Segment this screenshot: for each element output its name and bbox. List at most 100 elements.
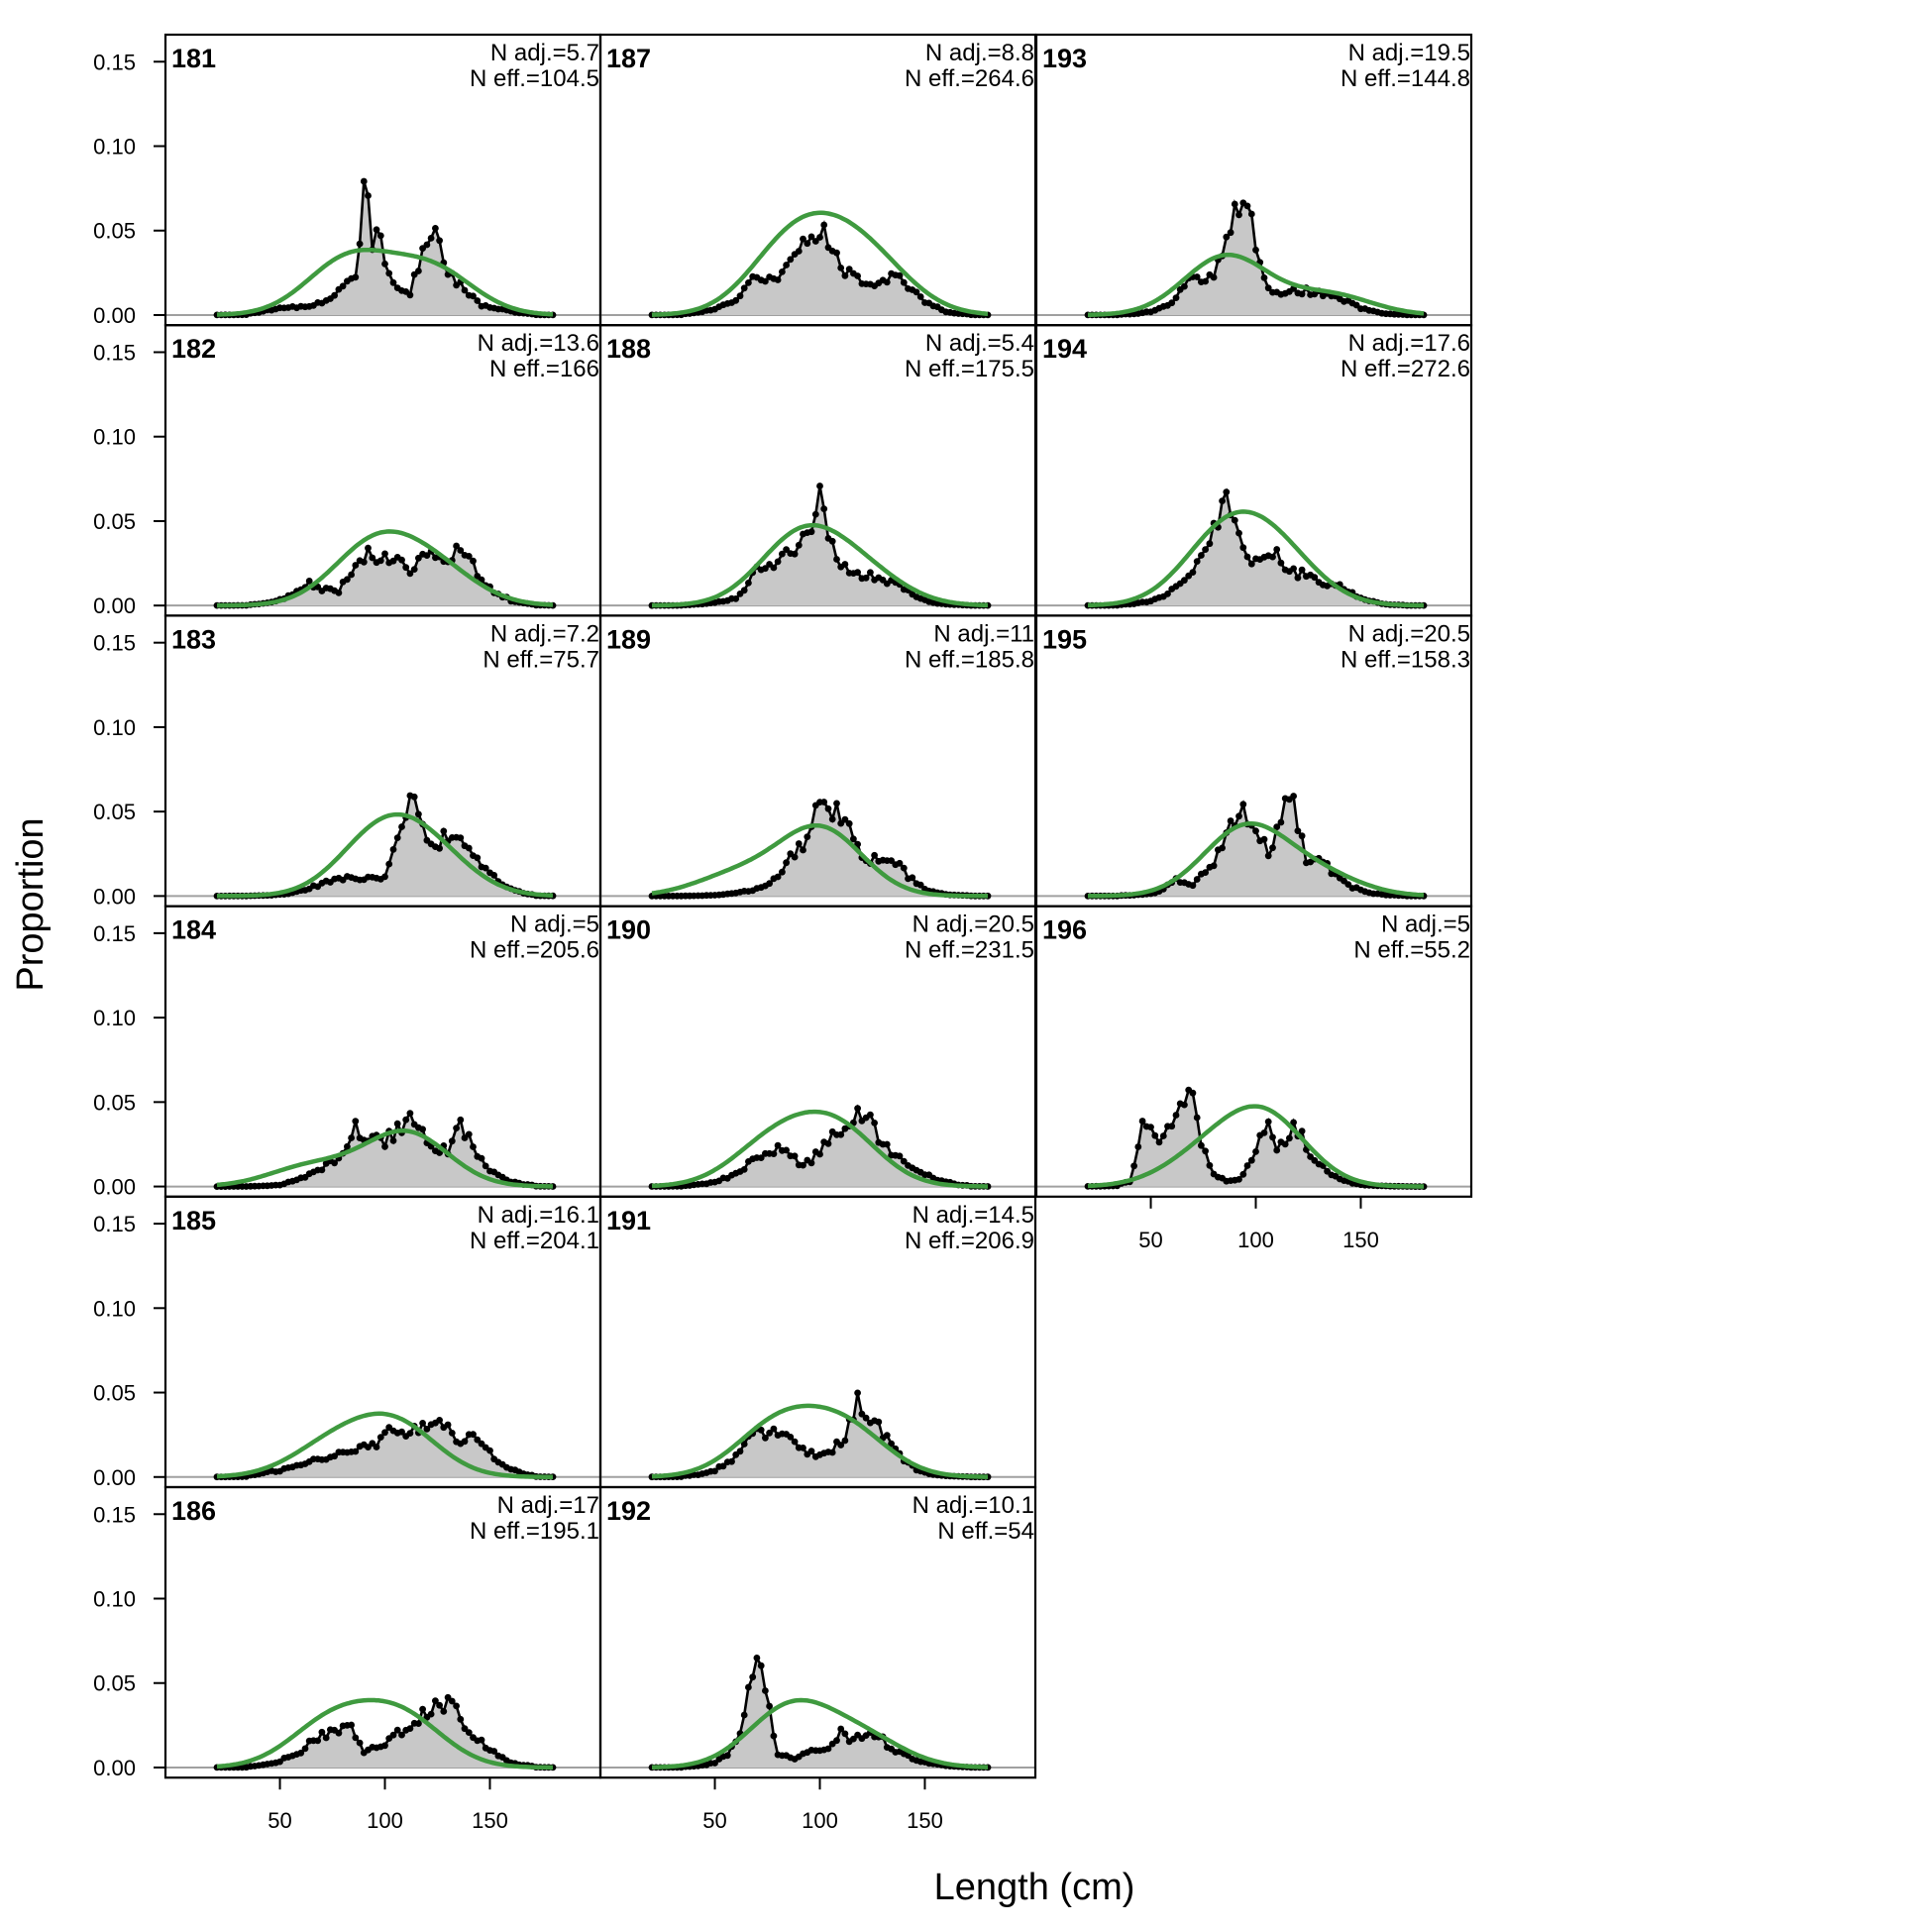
observed-point bbox=[305, 578, 313, 585]
observed-point bbox=[465, 1130, 473, 1138]
observed-point bbox=[833, 800, 840, 807]
expected-line bbox=[216, 1411, 553, 1479]
observed-point bbox=[331, 1452, 338, 1460]
observed-point bbox=[1235, 529, 1242, 537]
expected-line bbox=[217, 529, 554, 608]
observed-point bbox=[770, 564, 778, 572]
observed-point bbox=[900, 1157, 908, 1165]
panel-183: 183 N adj.=7.2N eff.=75.7 bbox=[163, 614, 602, 908]
panel-label: 192 bbox=[606, 1496, 651, 1526]
observed-point bbox=[1202, 546, 1209, 553]
observed-area bbox=[651, 485, 989, 606]
observed-point bbox=[1235, 211, 1242, 219]
observed-point bbox=[791, 1152, 799, 1160]
observed-point bbox=[322, 1734, 330, 1742]
observed-point bbox=[854, 1389, 861, 1397]
observed-point bbox=[867, 569, 874, 577]
expected-line bbox=[1088, 509, 1425, 608]
observed-point bbox=[448, 1697, 456, 1705]
observed-point bbox=[787, 1434, 795, 1441]
y-axis-title: Proportion bbox=[10, 817, 52, 991]
observed-point bbox=[837, 265, 845, 271]
observed-point bbox=[807, 1159, 815, 1167]
observed-point bbox=[740, 1166, 748, 1173]
observed-point bbox=[1247, 560, 1255, 568]
observed-point bbox=[373, 1444, 380, 1450]
y-tick-label: 0.05 bbox=[93, 1090, 136, 1115]
observed-point bbox=[348, 1721, 355, 1729]
expected-line bbox=[1088, 821, 1425, 899]
observed-point bbox=[381, 261, 388, 268]
observed-point bbox=[490, 872, 498, 879]
observed-point bbox=[406, 1725, 414, 1732]
observed-point bbox=[916, 293, 924, 300]
observed-point bbox=[335, 1729, 343, 1737]
observed-area bbox=[1087, 202, 1425, 315]
y-tick-label: 0.05 bbox=[93, 800, 136, 824]
observed-point bbox=[470, 292, 477, 300]
observed-point bbox=[457, 834, 465, 842]
observed-point bbox=[314, 1737, 322, 1745]
observed-point bbox=[1189, 569, 1197, 576]
observed-point bbox=[912, 288, 920, 296]
y-tick-label: 0.00 bbox=[93, 884, 136, 909]
panel-label: 191 bbox=[606, 1206, 651, 1235]
observed-point bbox=[389, 1137, 397, 1144]
observed-point bbox=[1269, 844, 1276, 852]
n-eff-label: N eff.=231.5 bbox=[905, 937, 1034, 964]
observed-area bbox=[1087, 796, 1425, 897]
observed-point bbox=[1290, 793, 1297, 800]
observed-point bbox=[457, 547, 465, 554]
observed-point bbox=[352, 1448, 360, 1455]
observed-point bbox=[482, 1162, 489, 1170]
observed-point bbox=[381, 1742, 388, 1750]
observed-point bbox=[736, 292, 744, 300]
panel-label: 186 bbox=[171, 1496, 216, 1526]
observed-point bbox=[749, 1673, 757, 1681]
observed-point bbox=[461, 1725, 469, 1733]
observed-point bbox=[1252, 1148, 1259, 1155]
observed-point bbox=[807, 1448, 815, 1455]
observed-point bbox=[745, 580, 752, 587]
observed-point bbox=[837, 1130, 845, 1138]
observed-point bbox=[1223, 488, 1231, 495]
x-tick-label: 50 bbox=[268, 1808, 291, 1833]
observed-point bbox=[318, 1728, 326, 1736]
observed-point bbox=[1260, 835, 1268, 843]
observed-point bbox=[1198, 1141, 1205, 1149]
observed-point bbox=[406, 1110, 414, 1117]
panel-189: 189 N adj.=11N eff.=185.8 bbox=[598, 614, 1037, 908]
observed-point bbox=[1247, 1156, 1255, 1164]
observed-point bbox=[410, 793, 418, 801]
observed-point bbox=[344, 1142, 351, 1150]
expected-line bbox=[216, 1697, 553, 1771]
observed-point bbox=[444, 1421, 452, 1429]
observed-point bbox=[779, 550, 786, 558]
observed-point bbox=[1189, 1089, 1197, 1097]
observed-point bbox=[470, 1431, 477, 1439]
n-adj-label: N adj.=5.4 bbox=[925, 330, 1034, 357]
observed-point bbox=[804, 240, 811, 248]
observed-point bbox=[1193, 876, 1201, 883]
x-tick-label: 50 bbox=[702, 1808, 726, 1833]
observed-point bbox=[474, 297, 482, 304]
observed-point bbox=[770, 1732, 778, 1740]
observed-point bbox=[766, 1429, 773, 1437]
n-eff-label: N eff.=204.1 bbox=[470, 1228, 599, 1254]
observed-point bbox=[824, 1745, 832, 1753]
observed-point bbox=[398, 1428, 405, 1436]
y-tick-label: 0.10 bbox=[93, 1296, 136, 1321]
observed-point bbox=[1172, 1112, 1180, 1119]
observed-point bbox=[448, 1430, 456, 1437]
axes-layer: 0.00 0.05 0.10 0.15 0.00 0.05 0.10 0.15 0.00 0.05… bbox=[93, 50, 1379, 1833]
observed-point bbox=[1198, 552, 1205, 559]
panel-188: 188 N adj.=5.4N eff.=175.5 bbox=[598, 324, 1037, 617]
observed-area bbox=[1087, 491, 1425, 606]
observed-point bbox=[1264, 1118, 1272, 1126]
observed-area bbox=[216, 1420, 554, 1477]
observed-point bbox=[1202, 277, 1209, 285]
observed-point bbox=[436, 1417, 443, 1424]
y-tick-label: 0.05 bbox=[93, 219, 136, 244]
n-adj-label: N adj.=20.5 bbox=[912, 912, 1034, 938]
panel-185: 185 N adj.=16.1N eff.=204.1 bbox=[163, 1195, 602, 1489]
